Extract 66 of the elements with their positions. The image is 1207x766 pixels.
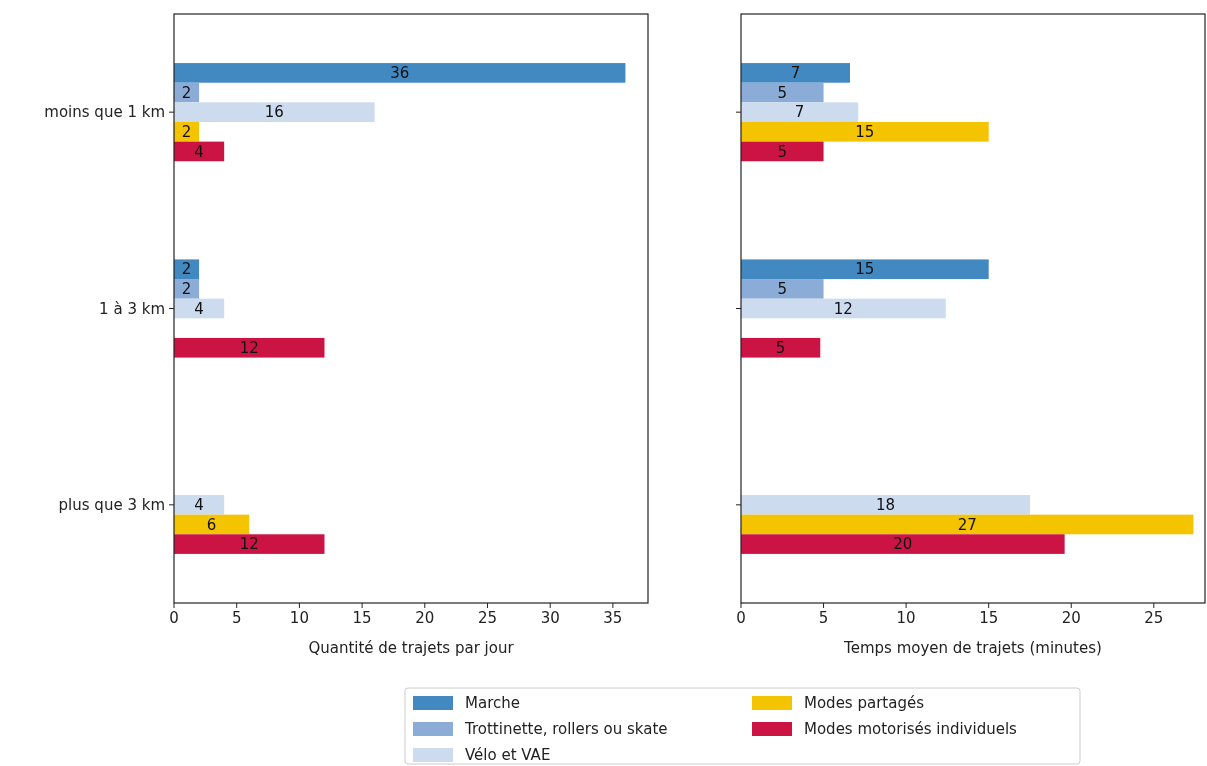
y-tick-label: moins que 1 km (44, 103, 165, 122)
data-label: 5 (777, 83, 788, 102)
x-tick-label: 15 (979, 609, 999, 627)
data-label: 4 (194, 142, 204, 161)
data-label: 2 (181, 280, 192, 299)
legend-label: Marche (465, 694, 520, 713)
bar (741, 337, 821, 358)
data-label: 5 (775, 339, 786, 358)
x-tick-label: 0 (736, 609, 746, 627)
data-label: 2 (181, 260, 192, 279)
data-label: 20 (893, 535, 913, 554)
bar (741, 82, 824, 103)
x-tick-label: 35 (603, 609, 623, 627)
data-label: 18 (875, 496, 896, 515)
legend-label: Modes partagés (804, 694, 925, 713)
data-label: 5 (777, 280, 788, 299)
bar (174, 534, 325, 554)
data-label: 12 (239, 339, 259, 358)
data-label: 7 (794, 103, 805, 122)
data-label: 6 (206, 515, 217, 534)
x-tick-label: 5 (818, 609, 829, 627)
data-label: 12 (239, 535, 259, 554)
bar (741, 534, 1065, 554)
x-tick-label: 0 (169, 609, 179, 627)
legend-label: Vélo et VAE (465, 746, 551, 765)
bar (741, 514, 1194, 535)
x-axis-title: Temps moyen de trajets (minutes) (843, 639, 1102, 657)
data-label: 36 (390, 64, 410, 83)
bar (741, 495, 1030, 515)
data-label: 4 (194, 496, 204, 515)
data-label: 12 (833, 299, 853, 318)
legend-label: Modes motorisés individuels (804, 720, 1018, 739)
data-label: 4 (194, 299, 204, 318)
bar (741, 121, 989, 142)
x-tick-label: 10 (896, 609, 916, 627)
bar (741, 63, 850, 83)
y-tick-label: plus que 3 km (58, 496, 165, 515)
bar (741, 259, 989, 280)
data-label: 7 (790, 64, 801, 83)
x-tick-label: 25 (477, 609, 498, 627)
x-tick-label: 15 (352, 609, 372, 627)
x-tick-label: 20 (1061, 609, 1081, 627)
y-tick-label: 1 à 3 km (99, 299, 165, 318)
bar (174, 514, 250, 535)
bar (174, 63, 626, 83)
x-tick-label: 10 (289, 609, 309, 627)
x-tick-label: 20 (415, 609, 435, 627)
bar (741, 279, 824, 299)
x-tick-label: 5 (231, 609, 242, 627)
data-label: 2 (181, 123, 192, 142)
bar (741, 102, 859, 122)
data-label: 15 (855, 123, 875, 142)
bar (174, 102, 375, 122)
data-label: 27 (957, 515, 977, 534)
data-label: 16 (264, 103, 284, 122)
x-axis-title: Quantité de trajets par jour (308, 639, 515, 657)
bar (174, 337, 325, 358)
data-label: 5 (777, 142, 788, 161)
bar (174, 495, 225, 515)
data-label: 2 (181, 83, 192, 102)
bar (741, 298, 946, 319)
x-tick-label: 25 (1144, 609, 1164, 627)
legend-label: Trottinette, rollers ou skate (464, 720, 668, 739)
data-label: 15 (855, 260, 875, 279)
bar (741, 141, 824, 162)
x-tick-label: 30 (540, 609, 560, 627)
